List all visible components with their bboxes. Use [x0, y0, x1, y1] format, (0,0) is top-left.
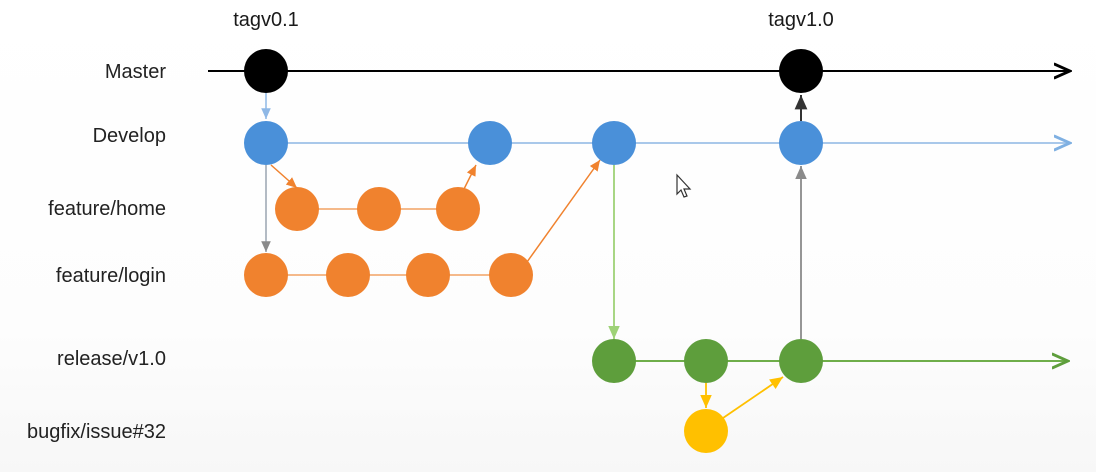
feature-login-commit-4 — [489, 253, 533, 297]
bugfix-to-release-arrow — [722, 376, 784, 419]
tag-label-v0-1: tagv0.1 — [233, 9, 299, 31]
develop-commit-4 — [779, 121, 823, 165]
branch-label-feature-home: feature/home — [48, 198, 166, 220]
feature-login-commit-2 — [326, 253, 370, 297]
master-commit-v0-1 — [244, 49, 288, 93]
release-commit-2 — [684, 339, 728, 383]
feature-login-merge-arrow — [526, 159, 601, 263]
feature-home-commit-1 — [275, 187, 319, 231]
develop-to-feature-home-arrow — [270, 164, 298, 189]
branch-label-feature-login: feature/login — [56, 265, 166, 287]
master-commit-v1-0 — [779, 49, 823, 93]
release-commit-3 — [779, 339, 823, 383]
branch-label-release: release/v1.0 — [57, 348, 166, 370]
develop-commit-2 — [468, 121, 512, 165]
branch-label-master: Master — [105, 61, 166, 83]
mouse-cursor-icon — [676, 173, 692, 198]
feature-login-commit-3 — [406, 253, 450, 297]
feature-login-commit-1 — [244, 253, 288, 297]
develop-commit-3 — [592, 121, 636, 165]
bugfix-commit-1 — [684, 409, 728, 453]
feature-home-commit-3 — [436, 187, 480, 231]
feature-home-commit-2 — [357, 187, 401, 231]
release-commit-1 — [592, 339, 636, 383]
tag-label-v1-0: tagv1.0 — [768, 9, 834, 31]
branch-label-develop: Develop — [93, 125, 166, 147]
develop-commit-1 — [244, 121, 288, 165]
branch-label-bugfix: bugfix/issue#32 — [27, 421, 166, 443]
